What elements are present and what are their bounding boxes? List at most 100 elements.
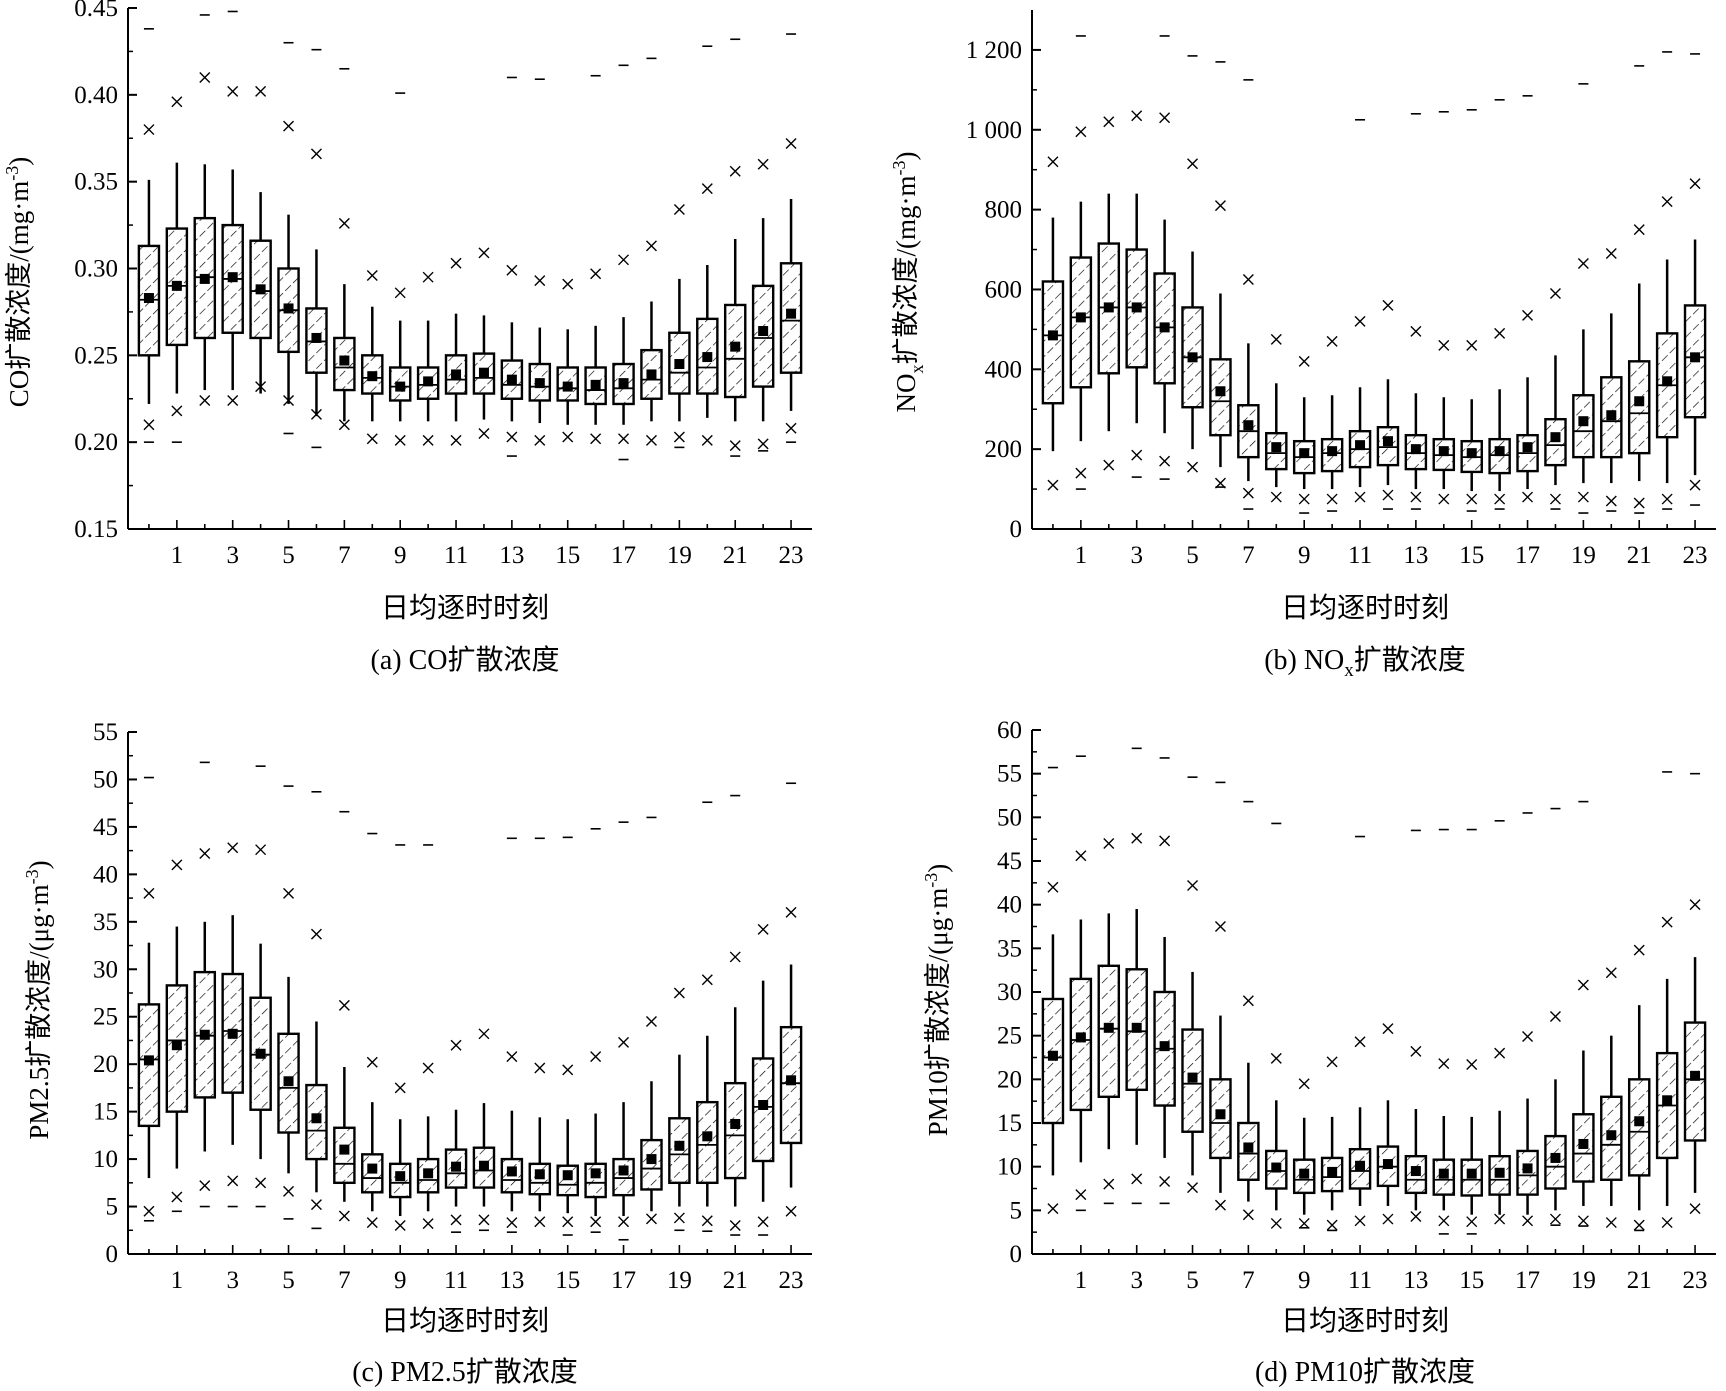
p99-marker [394, 287, 406, 299]
p99-marker [534, 275, 546, 287]
p1-marker [1159, 455, 1171, 467]
mean-marker [1382, 436, 1393, 447]
box-hour-23 [1683, 53, 1707, 506]
p1-marker [143, 1205, 155, 1217]
mean-marker [1438, 446, 1449, 457]
box-hour-4 [1153, 757, 1176, 1205]
box [1041, 280, 1065, 405]
x-tick-label: 15 [555, 542, 580, 569]
p99-marker [1047, 881, 1059, 893]
plot-area-a: 0.150.200.250.300.350.400.451 3 5 7 9 11 13 15 1… [74, 0, 812, 569]
p99-marker [1494, 1047, 1506, 1059]
mean-marker [1466, 448, 1477, 459]
box-hour-17 [1516, 812, 1539, 1227]
x-tick-label: 11 [1348, 1267, 1372, 1294]
mean-marker [255, 1048, 266, 1059]
p99-marker [1549, 287, 1561, 299]
p1-marker [1103, 1178, 1115, 1190]
p1-marker [1326, 1219, 1338, 1231]
p99-marker [729, 165, 741, 177]
x-tick-label: 7 [1242, 1267, 1255, 1294]
mean-marker [227, 1028, 238, 1039]
x-tick-label: 7 [1242, 542, 1255, 569]
x-tick-label: 17 [611, 1267, 636, 1294]
y-tick-label: 0.20 [74, 429, 118, 456]
p99-marker [1187, 158, 1199, 170]
p99-marker [1382, 1023, 1394, 1035]
p99-marker [1214, 921, 1226, 932]
y-tick-label: 55 [997, 761, 1022, 788]
x-tick-label: 13 [1403, 542, 1428, 569]
p99-marker [1633, 224, 1645, 236]
mean-marker [730, 1118, 741, 1129]
x-tick-label: 3 [1130, 542, 1143, 569]
p1-marker [1159, 1176, 1171, 1188]
box-hour-1 [165, 859, 189, 1213]
box-hour-0 [137, 776, 161, 1222]
y-tick-label: 0.40 [74, 82, 118, 109]
y-tick-label: 60 [997, 717, 1022, 744]
box [1041, 997, 1065, 1125]
x-tick-label: 1 [1075, 1267, 1088, 1294]
p99-marker [283, 887, 295, 899]
mean-marker [1047, 330, 1058, 341]
x-tick-label: 23 [779, 1267, 804, 1294]
mean-marker [227, 272, 238, 283]
box-hour-1 [1069, 35, 1093, 490]
p1-marker [1131, 449, 1143, 461]
mean-marker [1271, 1162, 1282, 1173]
box-hour-3 [1125, 110, 1148, 478]
mean-marker [1382, 1159, 1393, 1170]
x-tick-label: 15 [1459, 542, 1484, 569]
p1-marker [729, 1220, 741, 1232]
p99-marker [366, 1056, 378, 1068]
p99-marker [506, 1051, 518, 1063]
y-tick-label: 15 [997, 1110, 1022, 1137]
box-hour-22 [751, 923, 775, 1236]
box-hour-6 [305, 790, 328, 1230]
p99-marker [310, 148, 322, 160]
y-tick-label: 400 [985, 356, 1023, 383]
p1-marker [255, 381, 267, 393]
mean-marker [1522, 1163, 1533, 1174]
p99-marker [1159, 112, 1171, 124]
box-hour-23 [779, 33, 803, 443]
p99-marker [1242, 995, 1254, 1007]
mean-marker [1243, 420, 1254, 431]
box-hour-18 [1544, 807, 1567, 1226]
x-tick-label: 21 [723, 542, 748, 569]
x-tick-label: 15 [555, 1267, 580, 1294]
box-hour-14 [528, 837, 552, 1228]
p1-marker [1466, 1216, 1478, 1228]
p1-marker [1661, 1217, 1673, 1229]
p99-marker [338, 217, 350, 229]
mean-marker [1606, 410, 1617, 421]
p1-marker [1410, 491, 1422, 503]
y-tick-label: 55 [93, 719, 118, 746]
p1-marker [478, 427, 490, 439]
mean-marker [702, 1131, 713, 1142]
mean-marker [1634, 396, 1645, 407]
mean-marker [423, 376, 434, 387]
p1-marker [1047, 1203, 1059, 1215]
mean-marker [1215, 1109, 1226, 1120]
box [640, 1138, 663, 1191]
mean-marker [339, 355, 350, 366]
mean-marker [758, 326, 769, 337]
p99-marker [562, 278, 574, 290]
p99-marker [1103, 838, 1115, 850]
x-tick-label: 21 [723, 1267, 748, 1294]
x-tick-label: 1 [1075, 542, 1088, 569]
p99-marker [422, 1062, 434, 1074]
p1-marker [1494, 493, 1506, 505]
box-hour-13 [1404, 113, 1428, 510]
y-tick-label: 50 [93, 766, 118, 793]
mean-marker [534, 378, 545, 389]
x-tick-label: 11 [444, 542, 468, 569]
box-hour-0 [137, 28, 161, 443]
mean-marker [1103, 302, 1114, 313]
p99-marker [673, 203, 685, 215]
